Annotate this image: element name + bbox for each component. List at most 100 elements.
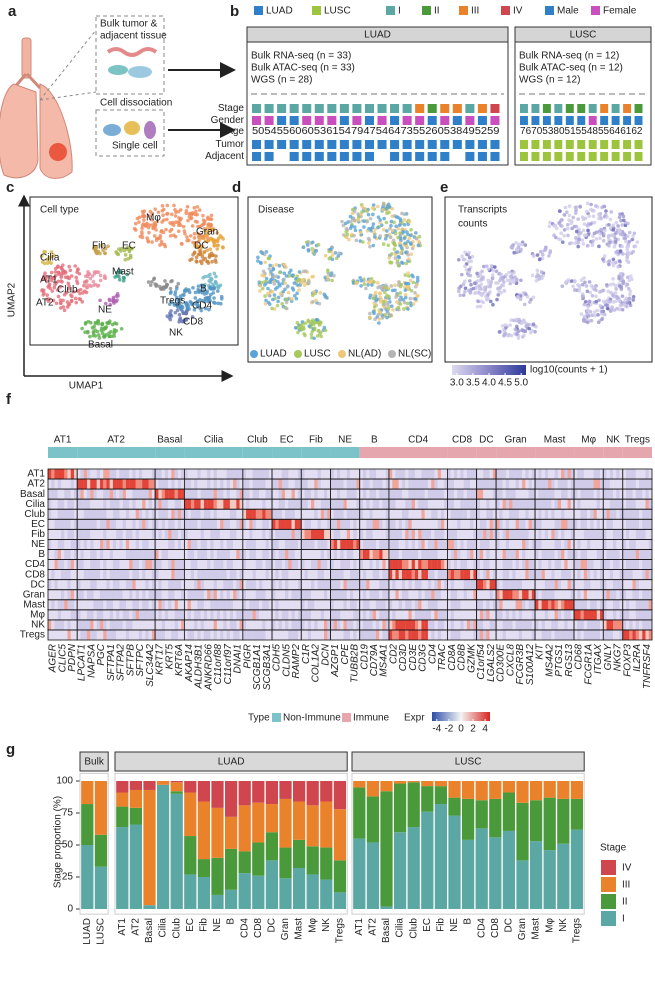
- heat-cell: [54, 599, 58, 610]
- count-point: [463, 250, 467, 255]
- tumor-square: [390, 140, 400, 149]
- count-point: [515, 324, 519, 329]
- heat-cell: [265, 609, 270, 620]
- heat-cell: [60, 469, 65, 480]
- adjacent-square: [427, 152, 437, 161]
- cell-point: [147, 223, 152, 227]
- cell-point: [207, 279, 211, 283]
- heat-cell: [135, 489, 140, 500]
- heat-cell: [252, 549, 257, 560]
- heat-cell: [148, 579, 153, 590]
- count-point: [620, 294, 625, 298]
- heat-cell: [350, 589, 354, 600]
- cell-point: [209, 292, 213, 297]
- disease-point: [396, 226, 400, 231]
- heat-cell: [375, 589, 380, 600]
- heat-cell: [265, 499, 270, 510]
- tumor-square: [542, 140, 551, 149]
- heat-cell: [509, 469, 513, 480]
- heat-cell: [483, 609, 487, 620]
- heat-cell: [216, 479, 221, 490]
- heat-cell: [304, 529, 308, 540]
- heat-cell: [281, 479, 286, 490]
- heat-cell: [301, 489, 305, 500]
- heat-cell: [362, 579, 367, 590]
- heat-cell: [346, 599, 351, 610]
- heat-cell: [83, 559, 88, 570]
- count-point: [629, 251, 634, 256]
- heat-cell: [223, 589, 227, 600]
- count-point: [476, 299, 481, 304]
- heat-cell: [119, 579, 123, 590]
- heat-cell: [242, 609, 247, 620]
- heat-cell: [171, 519, 175, 530]
- heat-cell: [90, 539, 94, 550]
- cell-point: [106, 321, 111, 325]
- disease-point: [323, 253, 328, 258]
- cell-point: [133, 221, 138, 226]
- panel-label: b: [230, 3, 239, 20]
- heat-cell: [168, 469, 172, 480]
- heat-cell: [440, 559, 445, 570]
- gender-square: [577, 116, 586, 125]
- disease-point: [409, 252, 414, 256]
- heat-cell: [226, 519, 231, 530]
- heat-cell: [505, 469, 510, 480]
- heat-cell: [486, 629, 490, 640]
- heat-cell: [57, 629, 62, 640]
- heat-cell: [434, 559, 438, 570]
- cell-point: [103, 301, 108, 306]
- heat-cell: [421, 589, 425, 600]
- heat-cell: [187, 539, 192, 550]
- heat-cell: [427, 619, 432, 630]
- heat-cell: [421, 599, 425, 610]
- disease-point: [356, 218, 360, 222]
- disease-point: [362, 219, 367, 223]
- heat-cell: [337, 469, 341, 480]
- heat-cell: [492, 589, 497, 600]
- heat-cell: [51, 539, 55, 550]
- heat-cell: [460, 609, 464, 620]
- heat-cell: [171, 599, 175, 610]
- heat-cell: [486, 489, 490, 500]
- heat-cell: [421, 479, 425, 490]
- heat-cell: [155, 509, 159, 520]
- heat-cell: [207, 539, 211, 550]
- heat-cell: [447, 549, 451, 560]
- heat-cell: [200, 499, 205, 510]
- heat-cell: [350, 599, 354, 610]
- cell-point: [42, 261, 47, 266]
- heat-cell: [90, 589, 94, 600]
- heat-cell: [466, 599, 471, 610]
- heat-cell: [291, 559, 295, 570]
- count-point: [552, 224, 556, 228]
- heat-cell: [405, 489, 409, 500]
- heat-cell: [168, 629, 172, 640]
- heat-cell: [408, 519, 412, 530]
- heat-cell: [473, 559, 477, 570]
- heat-cell: [174, 539, 179, 550]
- heat-cell: [476, 559, 481, 570]
- count-point: [607, 262, 611, 267]
- count-point: [614, 231, 618, 235]
- heat-cell: [216, 519, 221, 530]
- heat-cell: [418, 579, 422, 590]
- cell-point: [112, 331, 116, 336]
- heat-cell: [109, 559, 114, 570]
- disease-point: [263, 301, 268, 306]
- cell-point: [116, 294, 120, 298]
- heat-cell: [80, 599, 84, 610]
- disease-point: [270, 306, 274, 311]
- count-point: [576, 283, 580, 287]
- heat-cell: [460, 489, 464, 500]
- count-point: [566, 233, 570, 238]
- count-point: [491, 302, 495, 307]
- heat-cell: [496, 539, 500, 550]
- disease-point: [290, 297, 294, 301]
- disease-point: [311, 274, 315, 279]
- heat-cell: [375, 569, 380, 580]
- heat-cell: [174, 629, 179, 640]
- heat-cell: [236, 539, 240, 550]
- heat-cell: [496, 609, 500, 620]
- heat-cell: [103, 569, 107, 580]
